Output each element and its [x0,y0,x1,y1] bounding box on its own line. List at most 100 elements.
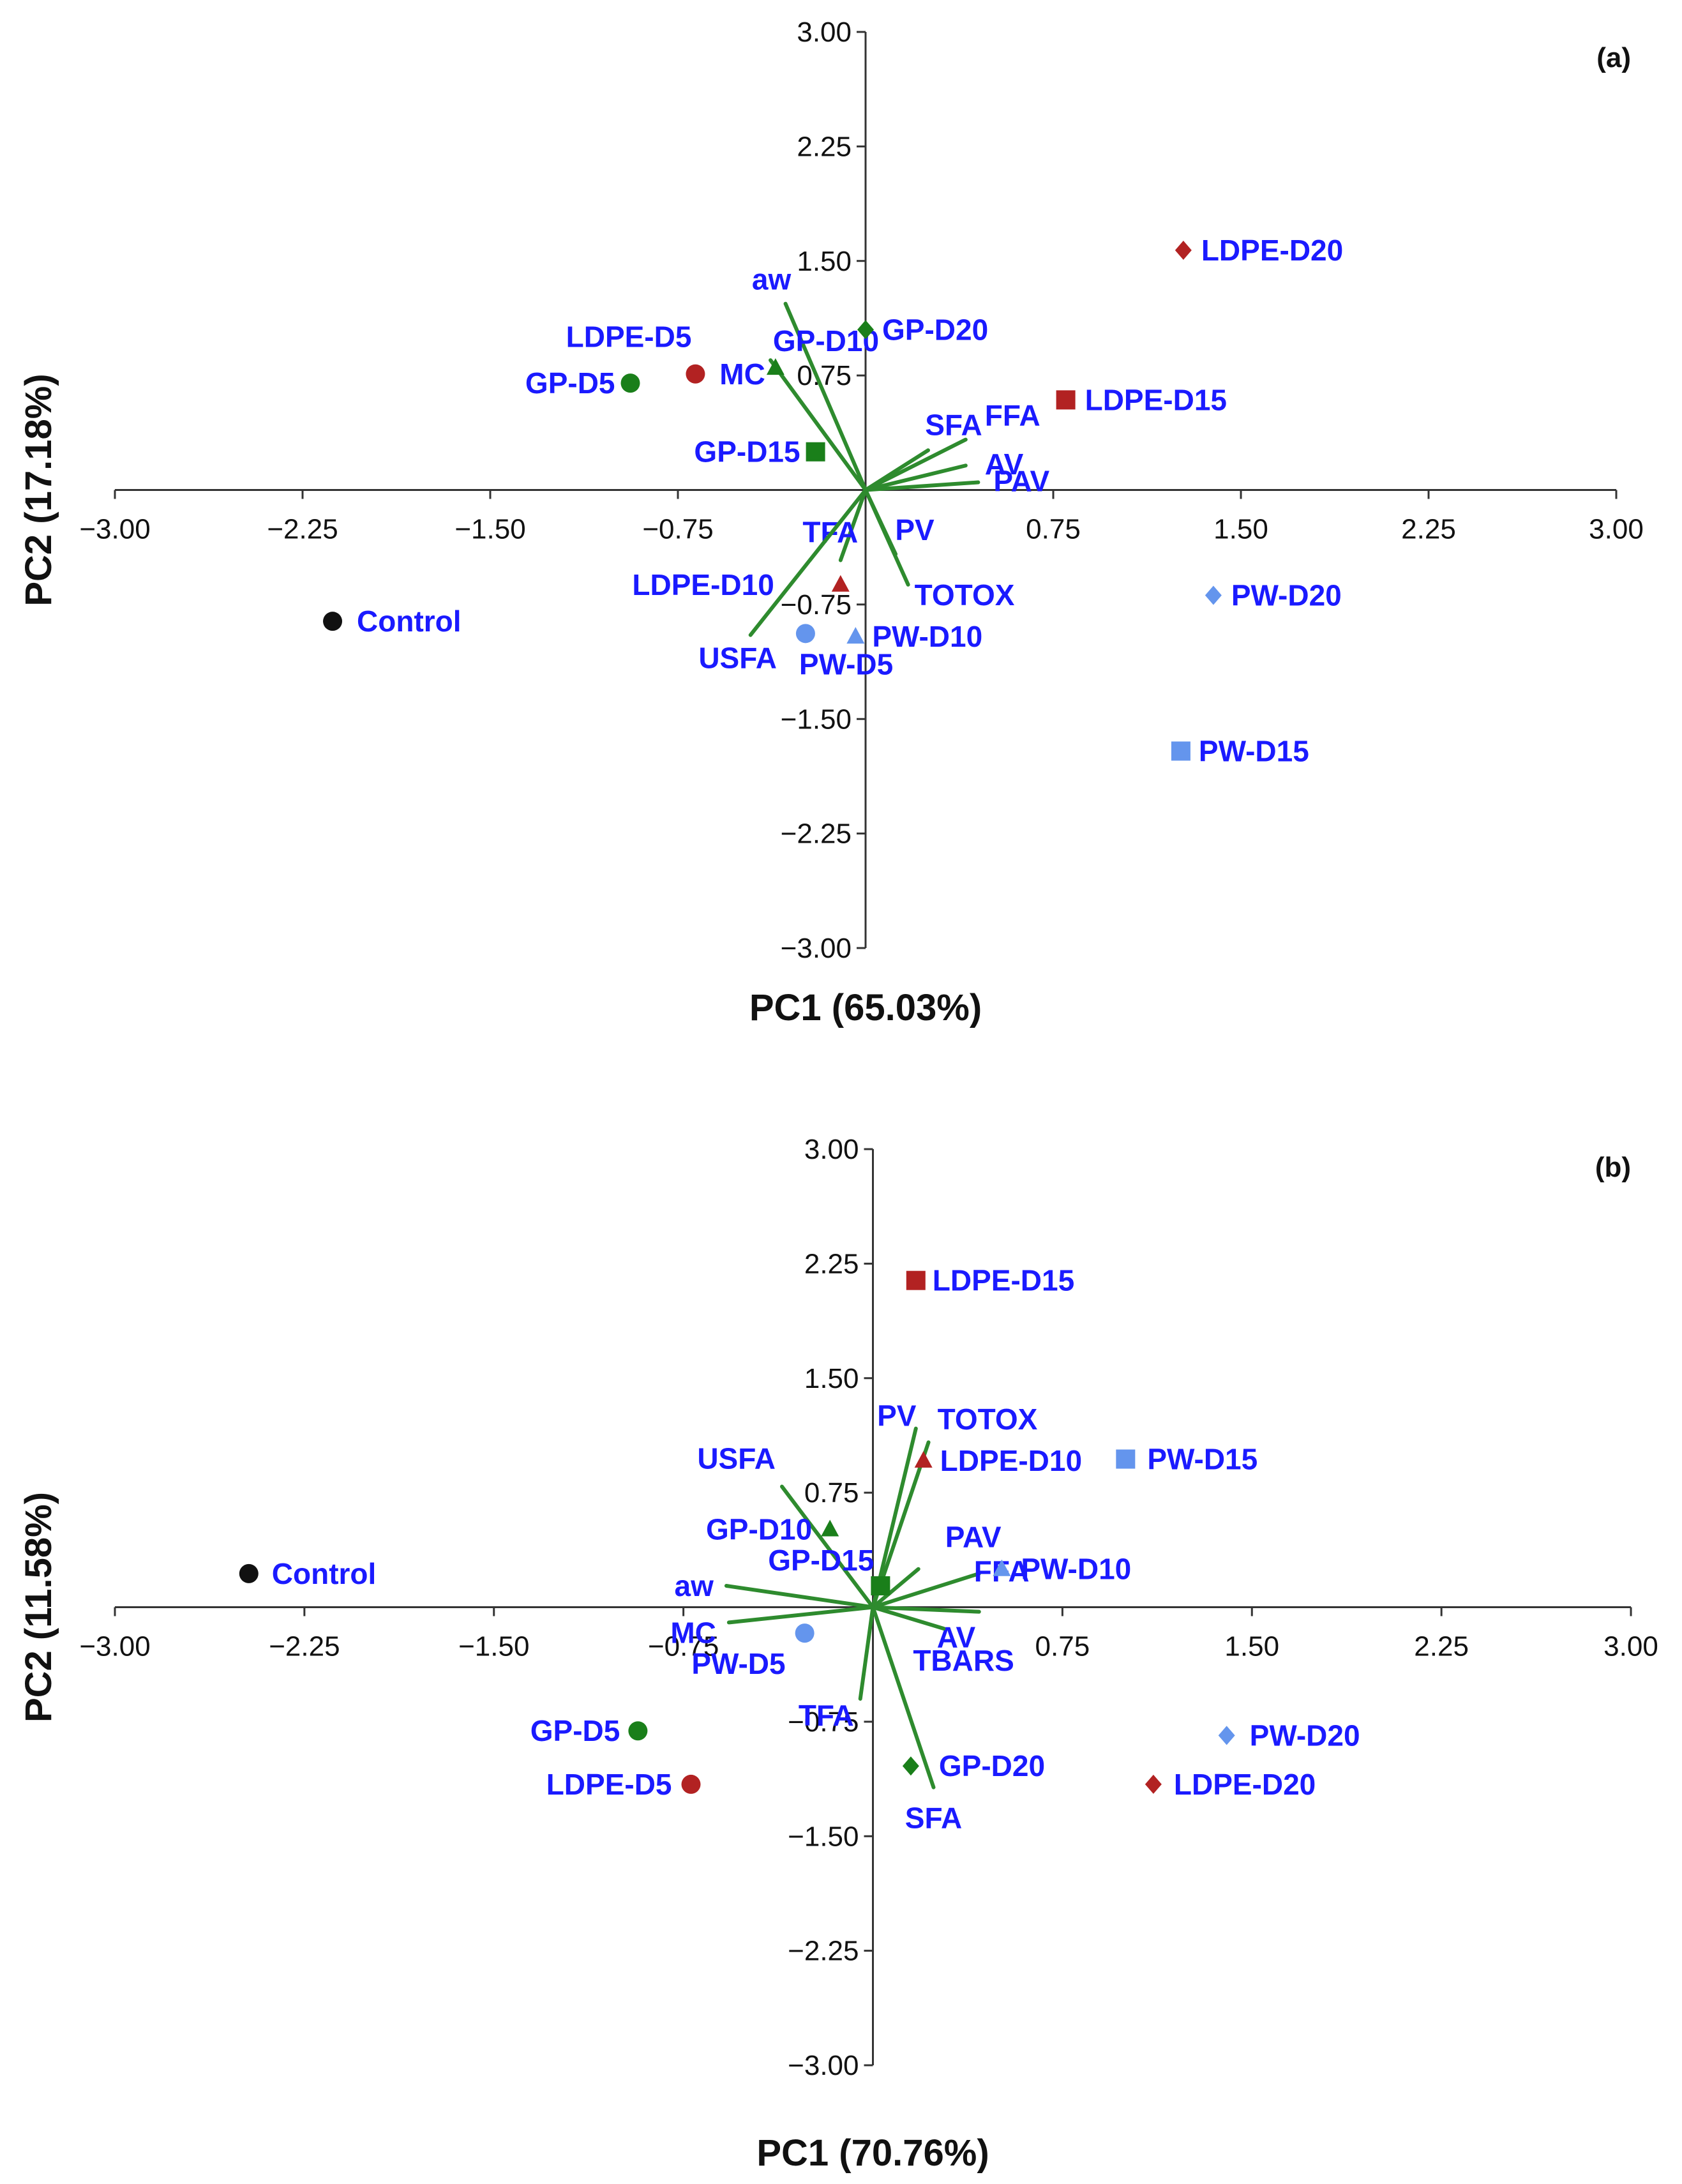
x-tick-label: 2.25 [1414,1631,1469,1662]
loading-vector-pav [864,480,980,492]
y-tick-label: −3.00 [781,933,852,964]
panel-a-score-points: ControlGP-D5LDPE-D5PW-D5GP-D10LDPE-D10PW… [323,234,1343,767]
score-point-gp-d5 [628,1721,648,1741]
score-point-label: LDPE-D15 [1085,383,1227,416]
loading-vector-label: PAV [993,465,1049,498]
panel-b-label: (b) [1595,1152,1631,1183]
score-point-gp-d15 [806,442,825,462]
loading-vector-label: PV [877,1399,917,1433]
loading-vector-mc [726,1605,875,1625]
panel-a-axes: −3.00 −2.25 −1.50 −0.75 0.75 1.50 2.25 3.00 3.00… [79,17,1643,964]
panel-a-label: (a) [1596,42,1631,73]
y-tick-label: 1.50 [797,246,852,277]
score-point-label: LDPE-D10 [940,1444,1082,1477]
y-tick-label: −2.25 [788,1936,859,1967]
loading-vector-label: AV [937,1621,976,1654]
y-tick-label: 2.25 [797,131,852,162]
score-point-label: GP-D10 [706,1513,812,1546]
loading-vector-aw [724,1584,875,1609]
score-point-ldpe-d5 [681,1774,701,1794]
score-point-ldpe-d10 [914,1450,933,1468]
panel-b: −3.00 −2.25 −1.50 −0.75 0.75 1.50 2.25 3.00 3.00… [18,1134,1658,2174]
loading-vector-label: PAV [945,1521,1002,1554]
score-point-control [323,612,343,631]
score-point-label: LDPE-D15 [933,1264,1074,1297]
loading-vector-usfa [748,488,867,637]
loading-vector-pav [871,1567,920,1609]
x-tick-label: 2.25 [1401,514,1456,545]
score-point-label: PW-D10 [872,620,982,653]
score-point-label: PW-D15 [1147,1443,1258,1476]
score-point-gp-d5 [620,373,640,393]
loading-vector-sfa [871,1605,936,1789]
score-point-pw-d10 [846,627,865,644]
loading-vector-label: TOTOX [915,578,1015,612]
score-point-gp-d20 [902,1756,919,1776]
x-tick-label: −2.25 [267,514,338,545]
score-point-label: PW-D20 [1250,1719,1360,1752]
score-point-gp-d10 [821,1519,839,1537]
x-tick-label: −2.25 [269,1631,340,1662]
score-point-label: LDPE-D5 [546,1768,672,1801]
score-point-pw-d5 [795,624,815,644]
score-point-ldpe-d10 [831,575,850,592]
panel-a-y-axis-title: PC2 (17.18%) [18,373,59,606]
loading-vector-label: USFA [697,1442,776,1475]
score-point-label: PW-D15 [1199,734,1309,767]
score-point-pw-d10 [993,1559,1011,1576]
loading-vector-tfa [838,488,867,562]
y-tick-label: −3.00 [788,2050,859,2081]
score-point-label: GP-D5 [525,366,615,400]
score-point-label: GP-D5 [530,1714,620,1747]
score-point-gp-d10 [766,358,785,375]
panel-b-score-points: Control GP-D5 LDPE-D5 PW-D5 GP-D10 LDPE-D10 PW… [239,1264,1360,1801]
score-point-ldpe-d20 [1175,241,1192,260]
score-point-label: GP-D15 [694,435,800,469]
y-tick-label: −2.25 [781,818,852,850]
y-tick-label: 2.25 [804,1248,859,1279]
loading-vector-mc [769,358,867,492]
x-tick-label: −3.00 [79,514,150,545]
panel-a: −3.00 −2.25 −1.50 −0.75 0.75 1.50 2.25 3.00 3.00… [18,17,1644,1028]
score-point-ldpe-d15 [1056,390,1076,410]
loading-vector-usfa [780,1484,875,1609]
score-point-label: GP-D15 [768,1544,874,1577]
score-point-pw-d5 [795,1623,815,1643]
loading-vector-label: FFA [985,399,1040,432]
x-tick-label: −0.75 [642,514,713,545]
score-point-pw-d15 [1116,1449,1136,1469]
y-tick-label: 3.00 [797,17,852,48]
loading-vector-label: SFA [925,408,982,441]
loading-vector-label: TFA [799,1699,854,1732]
loading-vector-label: TOTOX [938,1403,1038,1436]
x-tick-label: −0.75 [648,1631,719,1662]
x-tick-label: 1.50 [1224,1631,1279,1662]
loading-vector-label: aw [752,263,792,296]
score-point-pw-d20 [1205,585,1222,605]
y-tick-label: −1.50 [781,704,852,735]
score-point-pw-d15 [1171,741,1190,761]
y-tick-label: 0.75 [804,1477,859,1509]
x-tick-label: 0.75 [1035,1631,1090,1662]
loading-vector-tfa [858,1605,875,1701]
loading-vector-label: PV [895,513,935,546]
loading-vector-totox [864,488,910,587]
x-tick-label: 3.00 [1589,514,1644,545]
loading-vector-label: TBARS [913,1644,1014,1677]
score-point-label: Control [357,605,462,638]
loading-vector-label: MC [670,1616,716,1649]
x-tick-label: −1.50 [454,514,525,545]
score-point-label: LDPE-D10 [632,568,774,601]
score-point-label: PW-D5 [691,1647,785,1680]
loading-vector-label: MC [719,358,765,391]
loading-vector-label: aw [675,1569,714,1602]
score-point-gp-d20 [857,320,874,340]
panel-b-y-axis-title: PC2 (11.58%) [18,1492,59,1722]
y-tick-label: −0.75 [781,589,852,621]
loading-vector-aw [783,301,867,492]
x-tick-label: 1.50 [1213,514,1268,545]
loading-vector-av [864,463,968,492]
x-tick-label: −1.50 [458,1631,529,1662]
y-tick-label: 1.50 [804,1363,859,1394]
y-tick-label: −1.50 [788,1821,859,1852]
